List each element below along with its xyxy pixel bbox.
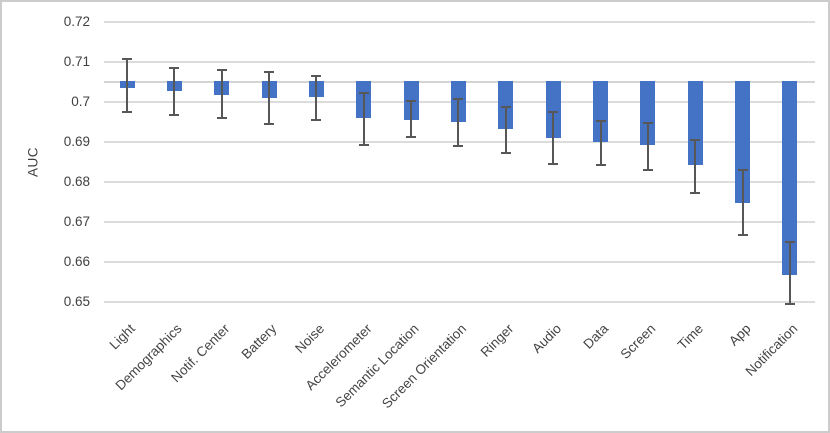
error-bar-cap-bottom: [406, 136, 417, 139]
error-bar-line: [552, 112, 555, 164]
error-bar-line: [362, 93, 365, 145]
error-bar-line: [173, 68, 176, 115]
y-tick-label: 0.71: [63, 54, 90, 69]
y-tick-label: 0.7: [71, 94, 90, 109]
error-bar-cap-bottom: [548, 163, 559, 165]
y-axis-title: AUC: [25, 146, 41, 178]
error-bar-cap-bottom: [737, 234, 748, 237]
error-bar-line: [646, 122, 649, 170]
gridline: [104, 221, 815, 223]
error-bar-line: [788, 242, 791, 304]
error-bar-cap-bottom: [358, 143, 369, 146]
gridline: [104, 141, 815, 143]
y-tick-label: 0.65: [63, 294, 90, 309]
error-bar-cap-top: [453, 97, 464, 100]
error-bar-line: [599, 121, 602, 166]
bar: [545, 81, 561, 138]
error-bar-line: [504, 106, 507, 153]
error-bar-cap-bottom: [642, 169, 653, 171]
error-bar-cap-top: [358, 92, 369, 95]
error-bar-line: [457, 98, 460, 146]
bar: [640, 81, 656, 146]
bar: [687, 81, 703, 166]
gridline: [104, 61, 815, 63]
y-tick-label: 0.67: [63, 214, 90, 229]
error-bar-cap-top: [169, 67, 180, 69]
error-bar-cap-bottom: [216, 117, 227, 119]
error-bar-line: [126, 58, 128, 112]
x-axis-label: Audio: [528, 321, 564, 357]
error-bar-cap-top: [500, 105, 511, 108]
error-bar-cap-top: [264, 71, 275, 73]
error-bar-line: [694, 140, 697, 193]
error-bar-cap-bottom: [784, 303, 795, 305]
x-axis-label: Battery: [238, 321, 280, 362]
error-bar-cap-top: [311, 75, 322, 77]
error-bar-cap-top: [737, 169, 748, 171]
x-axis-label: Screen: [617, 321, 659, 362]
error-bar-cap-top: [642, 121, 653, 124]
gridline: [104, 181, 815, 183]
y-tick-label: 0.69: [63, 134, 90, 149]
error-bar-cap-bottom: [453, 145, 464, 147]
x-axis-label: Screen Orientation: [378, 321, 470, 412]
error-bar-line: [268, 72, 271, 124]
error-bar-cap-top: [406, 99, 417, 102]
error-bar-cap-top: [122, 57, 132, 60]
x-axis-label: Noise: [292, 321, 328, 357]
error-bar-cap-bottom: [595, 164, 606, 167]
error-bar-cap-top: [595, 120, 606, 123]
gridline: [104, 301, 815, 303]
error-bar-line: [315, 76, 318, 120]
x-axis-label: App: [725, 321, 754, 349]
error-bar-cap-top: [548, 111, 559, 113]
error-bar-line: [220, 70, 223, 118]
y-tick-label: 0.68: [63, 174, 90, 189]
error-bar-cap-top: [690, 139, 701, 142]
bar: [735, 81, 751, 203]
error-bar-cap-bottom: [690, 191, 701, 194]
error-bar-cap-bottom: [500, 151, 511, 154]
error-bar-cap-bottom: [311, 119, 322, 121]
error-bar-cap-bottom: [122, 111, 132, 113]
error-bar-cap-bottom: [169, 113, 180, 116]
error-bar-line: [741, 170, 744, 236]
x-axis-label: Ringer: [477, 321, 517, 360]
x-axis-label: Time: [674, 321, 706, 353]
error-bar-cap-top: [784, 241, 795, 243]
x-axis-label: Semantic Location: [332, 321, 422, 411]
bar: [782, 81, 798, 276]
gridline: [104, 21, 815, 23]
x-axis-label: Light: [106, 321, 138, 353]
error-bar-cap-top: [216, 69, 227, 71]
error-bar-line: [410, 100, 413, 138]
bar: [593, 81, 608, 142]
y-tick-label: 0.72: [63, 14, 90, 29]
y-tick-label: 0.66: [63, 254, 90, 269]
gridline: [104, 261, 815, 263]
error-bar-cap-bottom: [264, 123, 275, 125]
x-axis-label: Data: [580, 321, 612, 352]
bar: [498, 81, 514, 130]
